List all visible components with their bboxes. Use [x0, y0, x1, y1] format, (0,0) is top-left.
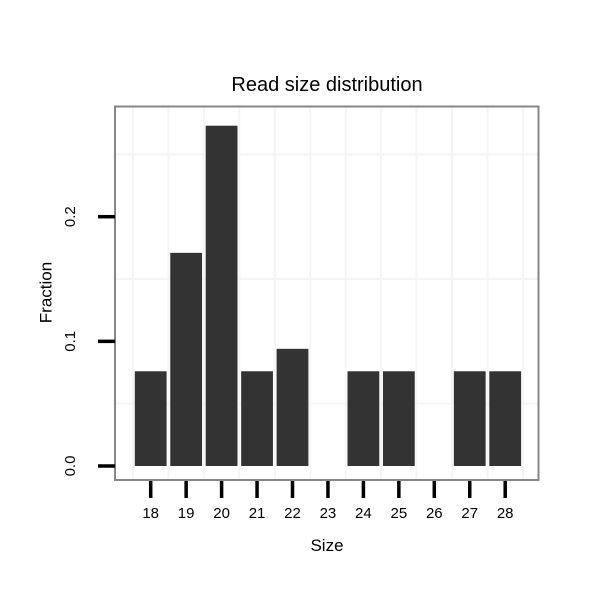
panel-border [114, 105, 540, 481]
x-tick-mark [148, 481, 153, 498]
x-tick-label: 23 [320, 505, 337, 522]
x-tick-label: 22 [284, 505, 301, 522]
x-tick-mark [432, 481, 437, 498]
bar [241, 371, 273, 466]
y-tick-label: 0.2 [62, 206, 79, 227]
x-tick-mark [184, 481, 188, 498]
y-axis-title: Fraction [36, 261, 56, 324]
x-tick-mark [255, 481, 259, 498]
x-tick-label: 19 [178, 505, 195, 522]
x-tick-label: 25 [391, 505, 408, 522]
y-tick-mark [98, 464, 115, 468]
bar [170, 252, 203, 466]
x-tick-label: 26 [426, 505, 443, 522]
x-tick-label: 20 [213, 505, 230, 522]
x-tick-label: 27 [461, 505, 478, 522]
x-tick-label: 18 [142, 505, 159, 522]
bar [205, 125, 238, 466]
x-tick-mark [503, 481, 507, 498]
x-tick-mark [397, 481, 401, 498]
x-tick-mark [290, 481, 295, 498]
y-tick-mark [98, 214, 115, 219]
x-tick-mark [468, 481, 472, 498]
x-axis-title: Size [310, 536, 344, 555]
y-tick-label: 0.0 [62, 456, 79, 477]
x-tick-label: 21 [249, 505, 266, 522]
plot-title: Read size distribution [231, 74, 423, 96]
x-tick-label: 24 [355, 505, 372, 522]
bar [276, 348, 309, 466]
x-tick-mark [219, 481, 224, 498]
y-tick-label: 0.1 [62, 331, 79, 352]
x-tick-mark [361, 481, 366, 498]
x-tick-label: 28 [497, 505, 514, 522]
y-tick-mark [98, 339, 115, 344]
bar [347, 371, 380, 466]
bar [489, 371, 522, 466]
x-tick-mark [326, 481, 330, 498]
bar [382, 371, 415, 466]
bar [453, 371, 486, 466]
bar [134, 371, 167, 466]
